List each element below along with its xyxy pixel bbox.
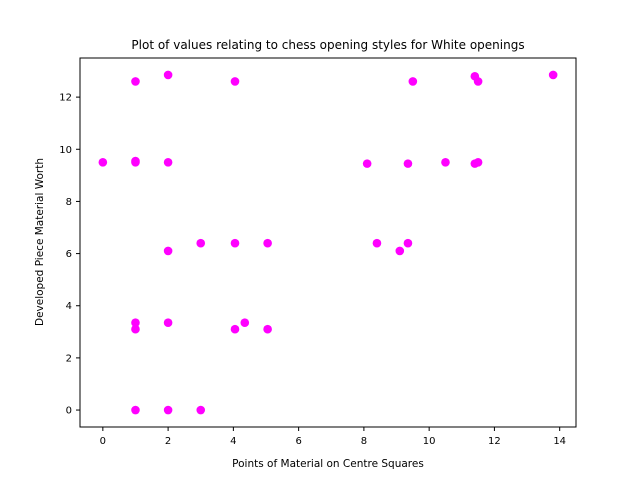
data-point (98, 158, 108, 167)
data-point (240, 318, 250, 327)
y-tick-label: 10 (59, 145, 72, 156)
y-tick-label: 12 (59, 93, 72, 104)
x-tick-label: 10 (423, 436, 436, 447)
y-axis-label: Developed Piece Material Worth (34, 158, 46, 326)
data-point (196, 238, 206, 248)
x-axis-label: Points of Material on Centre Squares (232, 458, 424, 470)
data-point (263, 324, 272, 334)
data-point (163, 318, 173, 327)
x-tick-label: 12 (488, 436, 501, 447)
data-point (263, 238, 272, 248)
y-tick-label: 2 (66, 353, 72, 364)
data-point (395, 246, 405, 256)
data-point (131, 77, 140, 86)
data-point (163, 405, 173, 415)
data-point (131, 156, 140, 166)
x-tick-label: 6 (295, 436, 301, 447)
data-point (230, 238, 240, 248)
data-point (163, 246, 173, 256)
data-point (473, 158, 483, 167)
data-point (163, 70, 173, 80)
data-point (403, 159, 413, 168)
data-point (230, 77, 240, 86)
x-tick-label: 8 (361, 436, 367, 447)
data-point (131, 318, 140, 327)
x-tick-label: 4 (230, 436, 236, 447)
y-tick-label: 0 (66, 406, 72, 417)
y-tick-label: 4 (66, 301, 72, 312)
data-point (131, 324, 140, 334)
data-point (548, 70, 558, 80)
data-point (230, 324, 240, 334)
plot-area-frame (79, 57, 577, 428)
data-point (196, 405, 206, 415)
x-tick-label: 0 (100, 436, 106, 447)
data-point (362, 159, 372, 168)
x-tick-label: 2 (165, 436, 171, 447)
data-point (403, 238, 413, 248)
data-point (441, 158, 450, 167)
data-point (131, 405, 140, 415)
y-tick-label: 6 (66, 249, 72, 260)
data-point (408, 77, 418, 86)
data-point (372, 238, 382, 248)
data-points (98, 70, 558, 415)
y-tick-label: 8 (66, 197, 72, 208)
x-tick-label: 14 (553, 436, 566, 447)
data-point (163, 158, 173, 167)
data-point (473, 77, 483, 86)
axis-ticks: 0 2 4 6 8 10 12 14 0 2 4 6 8 10 12 (59, 93, 566, 447)
chart-title: Plot of values relating to chess opening… (131, 38, 524, 52)
